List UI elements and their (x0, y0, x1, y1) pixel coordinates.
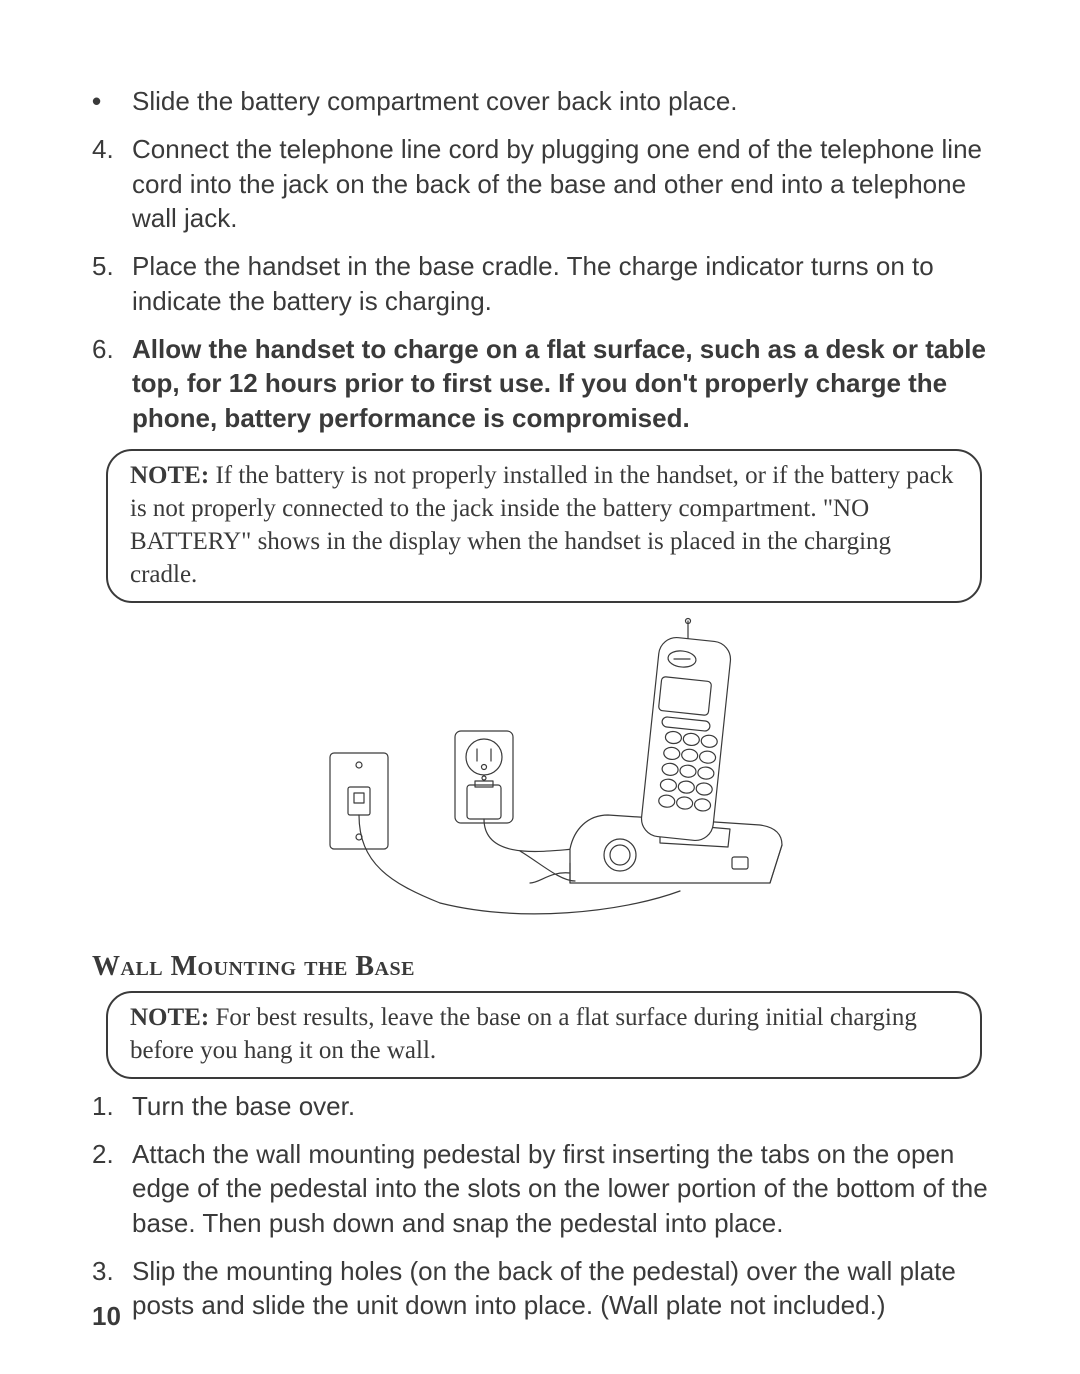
list-item: 2. Attach the wall mounting pedestal by … (92, 1137, 988, 1240)
instruction-list-top: • Slide the battery compartment cover ba… (92, 84, 988, 435)
note-box: NOTE: For best results, leave the base o… (106, 991, 982, 1079)
list-marker: 4. (92, 132, 132, 235)
note-box: NOTE: If the battery is not properly ins… (106, 449, 982, 603)
page-number: 10 (92, 1301, 121, 1332)
list-item: 4. Connect the telephone line cord by pl… (92, 132, 988, 235)
list-item: 5. Place the handset in the base cradle.… (92, 249, 988, 318)
list-text: Attach the wall mounting pedestal by fir… (132, 1137, 988, 1240)
list-text: Place the handset in the base cradle. Th… (132, 249, 988, 318)
list-marker: 2. (92, 1137, 132, 1240)
list-text: Slide the battery compartment cover back… (132, 84, 988, 118)
list-item: 3. Slip the mounting holes (on the back … (92, 1254, 988, 1323)
section-heading: Wall Mounting the Base (92, 951, 988, 983)
note-label: NOTE: (130, 1004, 209, 1031)
note-text: If the battery is not properly installed… (130, 462, 953, 588)
list-text: Connect the telephone line cord by plugg… (132, 132, 988, 235)
list-item: 6. Allow the handset to charge on a flat… (92, 332, 988, 435)
figure-phone-base-outlet (92, 613, 988, 943)
figure-svg (260, 613, 820, 943)
list-marker: 6. (92, 332, 132, 435)
list-marker: 1. (92, 1089, 132, 1123)
list-text: Allow the handset to charge on a flat su… (132, 332, 988, 435)
list-item: 1. Turn the base over. (92, 1089, 988, 1123)
instruction-list-bottom: 1. Turn the base over. 2. Attach the wal… (92, 1089, 988, 1323)
list-text: Slip the mounting holes (on the back of … (132, 1254, 988, 1323)
list-item: • Slide the battery compartment cover ba… (92, 84, 988, 118)
list-marker: 5. (92, 249, 132, 318)
note-text: For best results, leave the base on a fl… (130, 1004, 917, 1064)
list-text: Turn the base over. (132, 1089, 988, 1123)
list-marker: • (92, 84, 132, 118)
note-label: NOTE: (130, 462, 209, 489)
manual-page: • Slide the battery compartment cover ba… (0, 0, 1080, 1374)
